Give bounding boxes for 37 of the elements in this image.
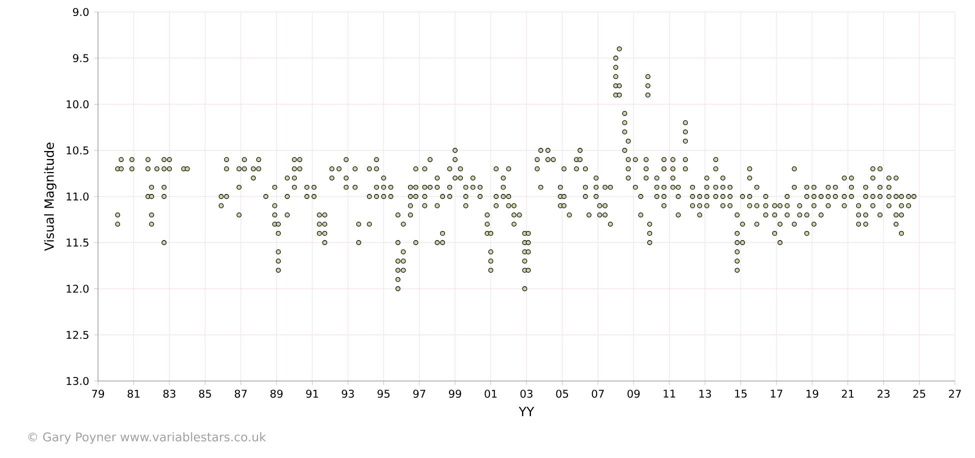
x-tick-label: 25 <box>913 390 926 398</box>
x-tick-label: 15 <box>735 390 747 398</box>
x-tick-label: 11 <box>664 390 676 398</box>
y-axis-title: Visual Magnitude <box>44 142 56 251</box>
x-tick-label: 91 <box>306 390 318 398</box>
x-tick-label: 01 <box>484 390 497 398</box>
x-tick-label: 81 <box>128 390 140 398</box>
x-tick-label: 19 <box>806 390 818 398</box>
y-tick-label: 10.5 <box>66 146 88 154</box>
x-tick-label: 05 <box>556 390 568 398</box>
x-tick-label: 17 <box>770 390 782 398</box>
y-tick-label: 9.5 <box>73 54 88 62</box>
x-tick-label: 83 <box>163 390 176 398</box>
x-tick-label: 89 <box>270 390 283 398</box>
y-tick-label: 13.0 <box>66 376 89 386</box>
y-tick-label: 12.0 <box>66 284 89 293</box>
text: © Gary Poyner www.variablestars.co.uk <box>28 432 266 444</box>
x-tick-label: 07 <box>592 390 604 398</box>
y-tick-label: 11.0 <box>66 192 89 201</box>
x-tick-label: 93 <box>342 390 354 398</box>
x-tick-label: 03 <box>520 390 532 398</box>
y-tick-label: 10.0 <box>66 100 89 108</box>
y-tick-label: 11.5 <box>66 238 88 247</box>
x-tick-label: 23 <box>878 390 890 398</box>
x-tick-label: 21 <box>842 390 854 398</box>
x-tick-label: 95 <box>378 390 390 398</box>
x-tick-label: 27 <box>948 390 961 398</box>
x-tick-label: 99 <box>448 390 462 398</box>
x-tick-label: 13 <box>699 390 711 398</box>
x-tick-label: 97 <box>413 390 426 398</box>
y-tick-label: 12.5 <box>66 330 88 339</box>
x-tick-label: 79 <box>92 390 104 398</box>
x-tick-label: 87 <box>234 390 247 398</box>
x-axis-title: YY <box>518 406 534 416</box>
x-tick-label: 85 <box>199 390 211 398</box>
y-tick-label: 9.0 <box>73 8 89 16</box>
x-tick-label: 09 <box>628 390 640 398</box>
